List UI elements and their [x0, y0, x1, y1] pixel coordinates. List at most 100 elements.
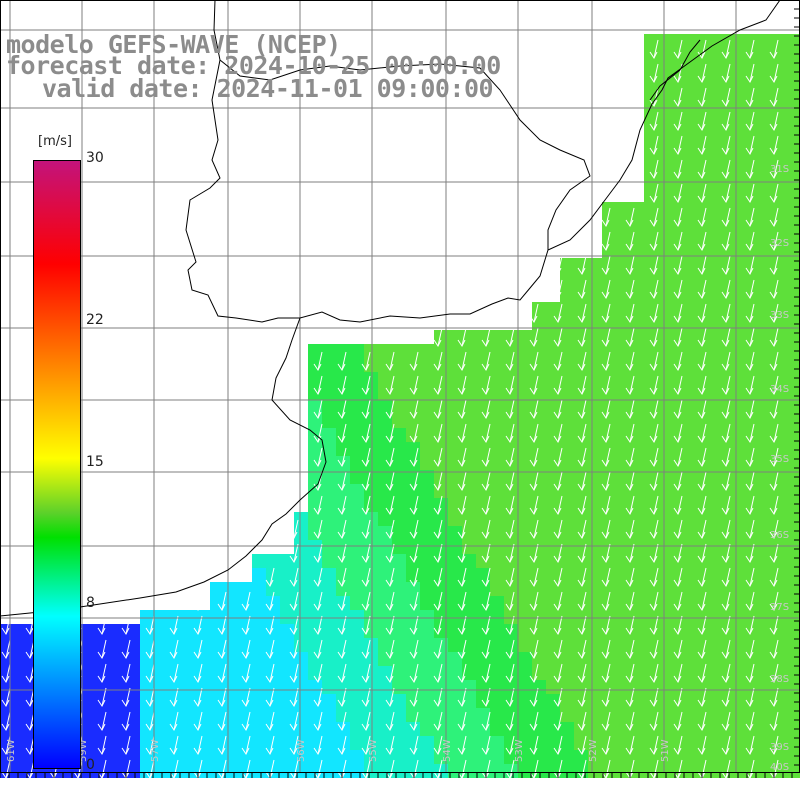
field-cell — [770, 568, 784, 582]
wind-arrow — [313, 399, 323, 419]
wind-arrow — [673, 39, 683, 59]
field-cell — [392, 680, 406, 694]
field-cell — [490, 638, 504, 652]
wind-arrow — [289, 567, 299, 587]
field-cell — [490, 428, 504, 442]
field-cell — [756, 722, 770, 736]
wind-arrow — [529, 399, 539, 419]
field-cell — [560, 638, 574, 652]
field-cell — [728, 764, 742, 778]
field-cell — [756, 428, 770, 442]
field-cell — [476, 624, 490, 638]
wind-arrow — [577, 399, 587, 419]
field-cell — [588, 428, 602, 442]
field-cell — [644, 34, 658, 48]
wind-arrow — [529, 303, 539, 323]
field-cell — [672, 316, 686, 330]
wind-arrow — [193, 639, 203, 659]
field-cell — [588, 330, 602, 344]
field-cell — [406, 582, 420, 596]
longitude-labels: 61W 59W 57W 56W 55W 54W 53W 52W 51W — [6, 739, 671, 762]
wind-arrow — [721, 303, 731, 323]
field-cell — [756, 414, 770, 428]
wind-arrow — [337, 375, 347, 395]
wind-arrow — [769, 375, 779, 395]
field-cell — [350, 512, 364, 526]
field-cell — [420, 582, 434, 596]
field-cell — [616, 694, 630, 708]
wind-arrow — [721, 279, 731, 299]
field-cell — [672, 512, 686, 526]
field-cell — [574, 484, 588, 498]
field-cell — [714, 456, 728, 470]
field-cell — [420, 372, 434, 386]
field-cell — [294, 596, 308, 610]
field-cell — [364, 638, 378, 652]
wind-arrow — [649, 711, 659, 731]
wind-arrow — [409, 711, 419, 731]
wind-arrow — [505, 663, 515, 683]
field-cell — [686, 274, 700, 288]
field-cell — [112, 736, 126, 750]
latitude-label: 39S — [770, 742, 789, 753]
field-cell — [784, 90, 798, 104]
field-cell — [700, 512, 714, 526]
field-cell — [588, 554, 602, 568]
field-cell — [686, 638, 700, 652]
field-cell — [196, 708, 210, 722]
field-cell — [686, 316, 700, 330]
field-cell — [308, 400, 322, 414]
wind-arrow — [697, 471, 707, 491]
wind-arrow — [577, 471, 587, 491]
wind-arrow — [697, 183, 707, 203]
field-cell — [672, 230, 686, 244]
field-cell — [392, 694, 406, 708]
wind-arrow — [625, 591, 635, 611]
field-cell — [560, 694, 574, 708]
field-cell — [574, 330, 588, 344]
field-cell — [714, 610, 728, 624]
field-cell — [490, 344, 504, 358]
field-cell — [770, 34, 784, 48]
field-cell — [434, 330, 448, 344]
field-cell — [574, 624, 588, 638]
field-cell — [336, 610, 350, 624]
field-cell — [490, 442, 504, 456]
wind-arrow — [217, 711, 227, 731]
field-cell — [448, 666, 462, 680]
field-cell — [686, 414, 700, 428]
wind-arrow — [433, 447, 443, 467]
wind-arrow — [697, 591, 707, 611]
wind-arrow — [745, 63, 755, 83]
field-cell — [644, 48, 658, 62]
field-cell — [294, 680, 308, 694]
wind-arrow — [553, 543, 563, 563]
field-cell — [308, 568, 322, 582]
wind-arrow — [457, 663, 467, 683]
field-cell — [392, 428, 406, 442]
field-cell — [700, 750, 714, 764]
wind-arrow — [721, 327, 731, 347]
field-cell — [560, 722, 574, 736]
field-cell — [406, 484, 420, 498]
wind-arrow — [721, 255, 731, 275]
wind-arrow — [673, 543, 683, 563]
wind-arrow — [673, 375, 683, 395]
field-cell — [700, 610, 714, 624]
field-cell — [658, 638, 672, 652]
field-cell — [616, 372, 630, 386]
field-cell — [616, 554, 630, 568]
field-cell — [588, 610, 602, 624]
wind-arrow — [145, 663, 155, 683]
field-cell — [518, 414, 532, 428]
wind-arrow — [433, 471, 443, 491]
wind-arrow — [697, 495, 707, 515]
field-cell — [672, 484, 686, 498]
field-cell — [308, 470, 322, 484]
field-cell — [518, 750, 532, 764]
field-cell — [700, 288, 714, 302]
field-cell — [448, 344, 462, 358]
wind-arrow — [193, 663, 203, 683]
field-cell — [658, 484, 672, 498]
